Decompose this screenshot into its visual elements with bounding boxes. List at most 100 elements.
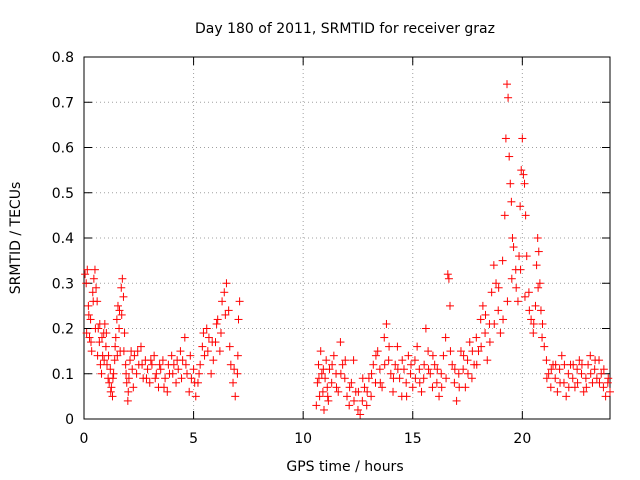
data-point bbox=[113, 351, 122, 360]
data-point bbox=[564, 383, 573, 392]
data-point bbox=[408, 383, 417, 392]
data-point bbox=[138, 360, 147, 369]
x-tick-label: 5 bbox=[189, 431, 198, 447]
data-point bbox=[569, 360, 578, 369]
data-point bbox=[441, 333, 450, 342]
y-tick-label: 0.5 bbox=[52, 186, 74, 202]
data-point bbox=[233, 369, 242, 378]
data-point bbox=[151, 374, 160, 383]
data-point bbox=[376, 378, 385, 387]
data-point bbox=[573, 378, 582, 387]
data-point bbox=[204, 333, 213, 342]
data-point bbox=[519, 170, 528, 179]
data-point bbox=[393, 342, 402, 351]
data-point bbox=[91, 324, 100, 333]
data-point bbox=[515, 252, 524, 261]
data-point bbox=[472, 333, 481, 342]
data-point bbox=[506, 179, 515, 188]
data-point bbox=[314, 374, 323, 383]
data-point bbox=[450, 378, 459, 387]
data-point bbox=[512, 283, 521, 292]
x-tick-label: 0 bbox=[80, 431, 89, 447]
data-point bbox=[398, 356, 407, 365]
data-point bbox=[430, 360, 439, 369]
data-point bbox=[110, 356, 119, 365]
data-point bbox=[498, 256, 507, 265]
data-point bbox=[555, 365, 564, 374]
data-point bbox=[229, 378, 238, 387]
data-point bbox=[542, 374, 551, 383]
data-point bbox=[124, 387, 133, 396]
data-point bbox=[597, 369, 606, 378]
data-point bbox=[189, 365, 198, 374]
data-point bbox=[120, 329, 129, 338]
data-point bbox=[107, 383, 116, 392]
data-point bbox=[544, 369, 553, 378]
data-point bbox=[225, 342, 234, 351]
data-point bbox=[356, 410, 365, 419]
data-point bbox=[424, 347, 433, 356]
data-point bbox=[156, 365, 165, 374]
data-point bbox=[380, 360, 389, 369]
data-point bbox=[97, 333, 106, 342]
data-point bbox=[312, 401, 321, 410]
data-point bbox=[529, 319, 538, 328]
data-point bbox=[316, 347, 325, 356]
data-point bbox=[592, 374, 601, 383]
data-point bbox=[104, 351, 113, 360]
data-point bbox=[527, 315, 536, 324]
data-point bbox=[516, 202, 525, 211]
data-point bbox=[560, 360, 569, 369]
data-point bbox=[454, 369, 463, 378]
y-tick-label: 0.1 bbox=[52, 367, 74, 383]
data-point bbox=[332, 383, 341, 392]
data-point bbox=[161, 374, 170, 383]
data-point bbox=[362, 401, 371, 410]
x-tick-label: 20 bbox=[513, 431, 531, 447]
data-point bbox=[111, 333, 120, 342]
data-point bbox=[450, 365, 459, 374]
data-point bbox=[313, 378, 322, 387]
data-point bbox=[150, 351, 159, 360]
data-point bbox=[373, 347, 382, 356]
data-point bbox=[513, 297, 522, 306]
data-point bbox=[483, 356, 492, 365]
data-point bbox=[358, 396, 367, 405]
data-point bbox=[334, 387, 343, 396]
data-point bbox=[516, 265, 525, 274]
data-point bbox=[579, 387, 588, 396]
data-point bbox=[90, 265, 99, 274]
data-point bbox=[546, 383, 555, 392]
data-point bbox=[106, 365, 115, 374]
data-point bbox=[187, 374, 196, 383]
data-point bbox=[353, 405, 362, 414]
data-point bbox=[459, 365, 468, 374]
data-point bbox=[235, 297, 244, 306]
data-point bbox=[476, 315, 485, 324]
data-point bbox=[507, 197, 516, 206]
y-tick-label: 0.3 bbox=[52, 276, 74, 292]
data-point bbox=[234, 315, 243, 324]
data-point bbox=[540, 342, 549, 351]
data-point bbox=[439, 351, 448, 360]
data-point bbox=[329, 351, 338, 360]
data-point bbox=[338, 360, 347, 369]
data-point bbox=[95, 319, 104, 328]
x-tick-label: 15 bbox=[404, 431, 422, 447]
data-point bbox=[84, 301, 93, 310]
data-point bbox=[105, 378, 114, 387]
data-point bbox=[82, 279, 91, 288]
data-point bbox=[199, 329, 208, 338]
data-point bbox=[535, 279, 544, 288]
data-point bbox=[133, 347, 142, 356]
data-point bbox=[126, 356, 135, 365]
data-point bbox=[477, 342, 486, 351]
data-point bbox=[318, 387, 327, 396]
data-point bbox=[319, 405, 328, 414]
data-point bbox=[378, 383, 387, 392]
data-point bbox=[132, 369, 141, 378]
data-point bbox=[455, 383, 464, 392]
data-point bbox=[122, 378, 131, 387]
data-point bbox=[485, 338, 494, 347]
data-point bbox=[599, 383, 608, 392]
